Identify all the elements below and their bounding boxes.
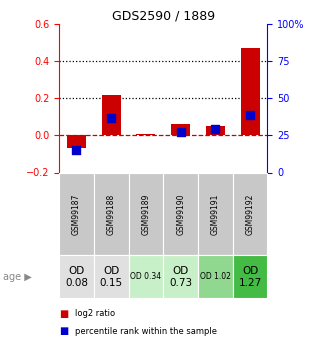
Text: log2 ratio: log2 ratio — [75, 309, 115, 318]
Text: ■: ■ — [59, 309, 68, 319]
Text: GSM99187: GSM99187 — [72, 193, 81, 235]
Bar — [233, 255, 267, 298]
Text: OD 0.34: OD 0.34 — [130, 272, 161, 282]
Text: OD 1.02: OD 1.02 — [200, 272, 231, 282]
Text: OD
1.27: OD 1.27 — [239, 266, 262, 288]
Point — [248, 112, 253, 117]
Text: OD
0.15: OD 0.15 — [100, 266, 123, 288]
Text: GSM99189: GSM99189 — [142, 193, 151, 235]
Bar — [198, 255, 233, 298]
Bar — [128, 172, 163, 255]
Point — [178, 130, 183, 135]
Point — [109, 115, 114, 120]
Text: GSM99192: GSM99192 — [246, 193, 255, 235]
Bar — [240, 48, 260, 135]
Bar — [163, 172, 198, 255]
Text: GSM99191: GSM99191 — [211, 193, 220, 235]
Bar — [163, 255, 198, 298]
Bar — [94, 172, 128, 255]
Text: percentile rank within the sample: percentile rank within the sample — [75, 327, 217, 336]
Text: ■: ■ — [59, 326, 68, 336]
Bar — [136, 134, 156, 135]
Text: OD
0.73: OD 0.73 — [169, 266, 192, 288]
Bar — [59, 172, 94, 255]
Bar — [198, 172, 233, 255]
Bar — [206, 126, 225, 135]
Bar — [94, 255, 128, 298]
Point — [213, 127, 218, 132]
Text: GSM99188: GSM99188 — [107, 193, 116, 235]
Bar — [128, 255, 163, 298]
Point — [74, 148, 79, 153]
Text: GSM99190: GSM99190 — [176, 193, 185, 235]
Bar — [102, 95, 121, 135]
Text: OD
0.08: OD 0.08 — [65, 266, 88, 288]
Bar — [59, 255, 94, 298]
Text: age ▶: age ▶ — [3, 272, 32, 282]
Title: GDS2590 / 1889: GDS2590 / 1889 — [112, 10, 215, 23]
Bar — [233, 172, 267, 255]
Bar — [67, 135, 86, 148]
Bar — [171, 124, 190, 135]
